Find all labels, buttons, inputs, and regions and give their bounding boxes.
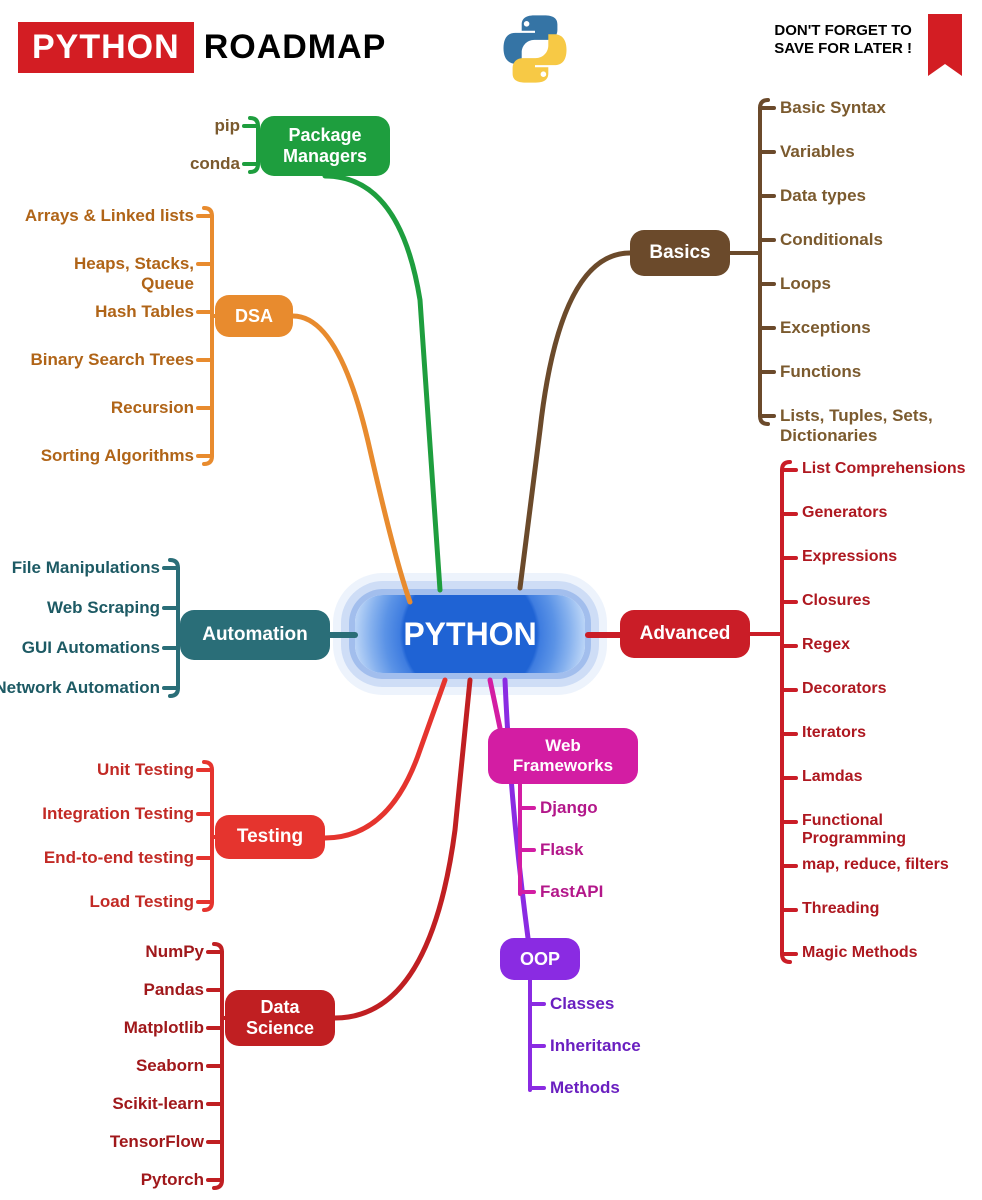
item-advanced-9: map, reduce, filters bbox=[802, 856, 977, 874]
title-boxed: PYTHON bbox=[18, 22, 194, 73]
item-basics-1: Variables bbox=[780, 142, 960, 162]
item-datasci-5: TensorFlow bbox=[34, 1132, 204, 1152]
item-testing-3: Load Testing bbox=[24, 892, 194, 912]
node-datasci: DataScience bbox=[225, 990, 335, 1046]
item-basics-5: Exceptions bbox=[780, 318, 960, 338]
item-dsa-3: Binary Search Trees bbox=[24, 350, 194, 370]
item-datasci-0: NumPy bbox=[34, 942, 204, 962]
item-basics-4: Loops bbox=[780, 274, 960, 294]
item-automation-1: Web Scraping bbox=[0, 598, 160, 618]
item-basics-6: Functions bbox=[780, 362, 960, 382]
item-dsa-4: Recursion bbox=[24, 398, 194, 418]
bookmark-icon bbox=[928, 14, 962, 64]
item-advanced-7: Lamdas bbox=[802, 768, 977, 786]
python-logo-icon bbox=[500, 14, 570, 89]
item-oop-0: Classes bbox=[550, 994, 690, 1014]
item-dsa-5: Sorting Algorithms bbox=[24, 446, 194, 466]
item-dsa-1: Heaps, Stacks, Queue bbox=[24, 254, 194, 293]
item-basics-3: Conditionals bbox=[780, 230, 960, 250]
item-web-2: FastAPI bbox=[540, 882, 680, 902]
item-oop-2: Methods bbox=[550, 1078, 690, 1098]
item-datasci-2: Matplotlib bbox=[34, 1018, 204, 1038]
item-package-0: pip bbox=[70, 116, 240, 136]
item-dsa-2: Hash Tables bbox=[24, 302, 194, 322]
item-basics-0: Basic Syntax bbox=[780, 98, 960, 118]
node-dsa: DSA bbox=[215, 295, 293, 337]
item-automation-2: GUI Automations bbox=[0, 638, 160, 658]
item-testing-0: Unit Testing bbox=[24, 760, 194, 780]
item-automation-3: Network Automation bbox=[0, 678, 160, 698]
item-advanced-8: Functional Programming bbox=[802, 812, 977, 849]
item-advanced-3: Closures bbox=[802, 592, 977, 610]
title-rest: ROADMAP bbox=[204, 28, 387, 67]
item-testing-1: Integration Testing bbox=[24, 804, 194, 824]
item-datasci-1: Pandas bbox=[34, 980, 204, 1000]
item-advanced-11: Magic Methods bbox=[802, 944, 977, 962]
item-datasci-4: Scikit-learn bbox=[34, 1094, 204, 1114]
item-advanced-1: Generators bbox=[802, 504, 977, 522]
item-web-1: Flask bbox=[540, 840, 680, 860]
item-automation-0: File Manipulations bbox=[0, 558, 160, 578]
item-advanced-6: Iterators bbox=[802, 724, 977, 742]
item-testing-2: End-to-end testing bbox=[24, 848, 194, 868]
tagline-l1: DON'T FORGET TO bbox=[774, 22, 911, 39]
hub-python: PYTHON bbox=[355, 595, 585, 673]
tagline-l2: SAVE FOR LATER ! bbox=[774, 40, 912, 57]
item-datasci-6: Pytorch bbox=[34, 1170, 204, 1190]
item-advanced-0: List Comprehensions bbox=[802, 460, 977, 478]
node-oop: OOP bbox=[500, 938, 580, 980]
node-web: WebFrameworks bbox=[488, 728, 638, 784]
item-package-1: conda bbox=[70, 154, 240, 174]
title-bar: PYTHON ROADMAP bbox=[18, 22, 386, 73]
tagline: DON'T FORGET TO SAVE FOR LATER ! bbox=[774, 22, 912, 58]
node-package: PackageManagers bbox=[260, 116, 390, 176]
node-basics: Basics bbox=[630, 230, 730, 276]
item-datasci-3: Seaborn bbox=[34, 1056, 204, 1076]
item-advanced-2: Expressions bbox=[802, 548, 977, 566]
node-testing: Testing bbox=[215, 815, 325, 859]
item-advanced-4: Regex bbox=[802, 636, 977, 654]
item-web-0: Django bbox=[540, 798, 680, 818]
item-advanced-5: Decorators bbox=[802, 680, 977, 698]
item-basics-2: Data types bbox=[780, 186, 960, 206]
node-automation: Automation bbox=[180, 610, 330, 660]
item-advanced-10: Threading bbox=[802, 900, 977, 918]
node-advanced: Advanced bbox=[620, 610, 750, 658]
item-dsa-0: Arrays & Linked lists bbox=[24, 206, 194, 226]
item-oop-1: Inheritance bbox=[550, 1036, 690, 1056]
item-basics-7: Lists, Tuples, Sets, Dictionaries bbox=[780, 406, 960, 445]
